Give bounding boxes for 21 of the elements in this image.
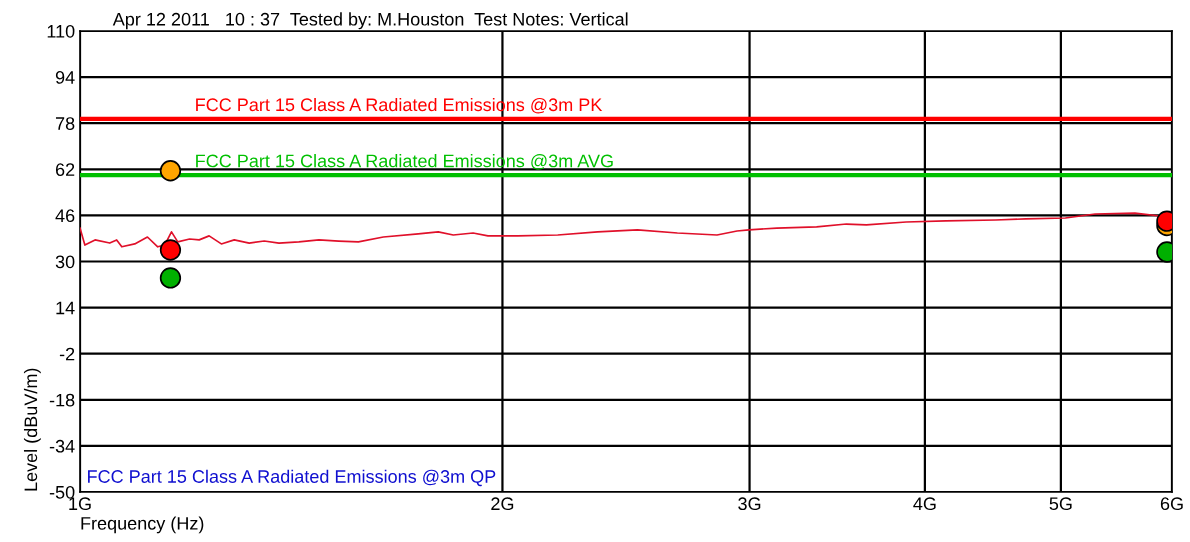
x-axis-title: Frequency (Hz)	[81, 516, 204, 534]
y-tick-label: -18	[49, 393, 75, 407]
y-tick-label: 46	[55, 209, 75, 223]
y-tick-label: 62	[55, 163, 75, 177]
y-tick-label: -2	[59, 347, 75, 361]
x-tick-label: 2G	[491, 497, 514, 511]
chart-title: Apr 12 2011 10 : 37 Tested by: M.Houston Test Notes: Vertical	[112, 12, 628, 30]
x-tick-label: 3G	[738, 497, 761, 511]
y-tick-label: 30	[55, 255, 75, 269]
y-tick-label: -50	[49, 485, 75, 499]
x-tick-label: 1G	[69, 497, 91, 511]
annotation: FCC Part 15 Class A Radiated Emissions @3m QP	[88, 469, 496, 487]
y-tick-label: 94	[55, 71, 75, 84]
y-axis-title: Level (dBuV/m)	[23, 368, 41, 491]
y-tick-label: -34	[49, 439, 75, 453]
y-tick-label: 110	[47, 24, 75, 38]
y-tick-label: 78	[55, 117, 75, 130]
y-tick-label: 14	[56, 301, 75, 315]
x-tick-label: 6G	[1160, 497, 1183, 511]
x-tick-label: 5G	[1049, 497, 1072, 511]
x-tick-label: 4G	[913, 497, 936, 511]
